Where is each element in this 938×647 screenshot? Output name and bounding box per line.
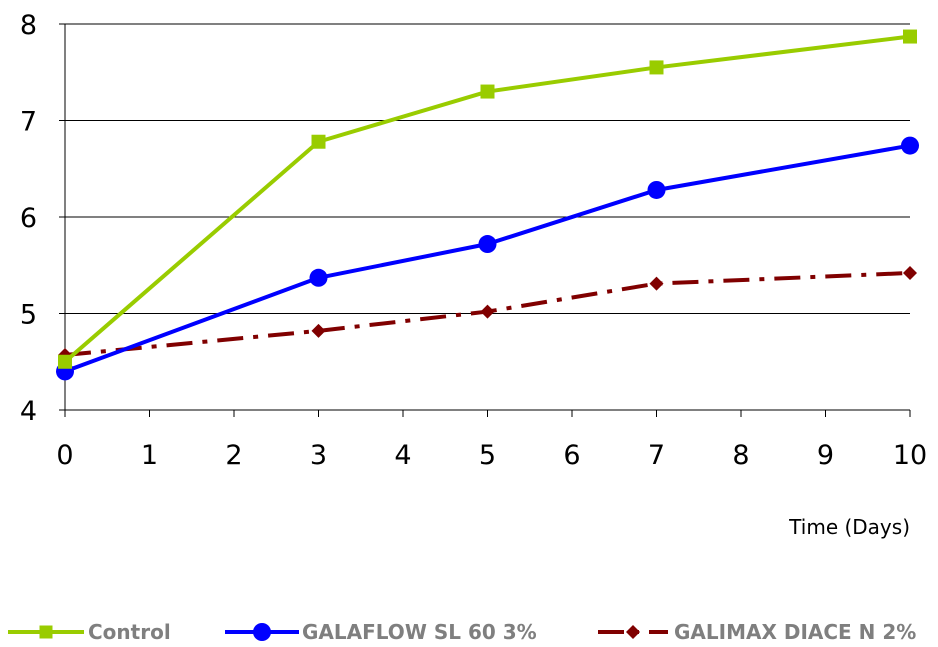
circle-marker [647,180,666,199]
series-layer [56,29,919,381]
circle-marker [901,136,919,155]
square-marker [58,354,72,369]
legend: Control GALAFLOW SL 60 3% GALIMAX DIACE N … [8,620,916,644]
legend-item: Control [8,620,171,644]
axes: 4 5 6 7 8 0 1 2 3 4 5 6 7 8 9 10 [20,10,927,471]
legend-label: Control [88,620,171,644]
legend-item: GALIMAX DIACE N 2% [598,620,916,644]
legend-label: GALIMAX DIACE N 2% [674,620,916,644]
x-tick-label: 1 [141,440,158,471]
diamond-marker [480,304,495,319]
square-marker [903,29,917,44]
series-line [64,143,911,374]
diamond-marker [626,625,640,639]
y-tick-label: 4 [20,396,37,427]
x-tick-label: 4 [394,440,411,471]
series-0 [58,29,917,369]
diamond-marker [649,276,664,291]
circle-marker [478,235,497,254]
square-marker [311,134,326,149]
y-tick-label: 5 [20,300,37,331]
series-1 [56,136,919,381]
x-tick-label: 9 [817,440,834,471]
circle-marker [309,268,328,287]
square-marker [39,625,53,639]
diamond-marker [311,323,326,338]
circle-marker [253,623,271,641]
x-tick-label: 8 [732,440,749,471]
legend-label: GALAFLOW SL 60 3% [302,620,537,644]
x-tick-label: 2 [225,440,242,471]
x-tick-label: 3 [310,440,327,471]
square-marker [480,84,495,99]
x-axis-title: Time (Days) [788,515,910,539]
diamond-marker [903,265,917,280]
legend-item: GALAFLOW SL 60 3% [225,620,537,644]
y-tick-label: 8 [20,10,37,41]
y-tick-label: 7 [20,107,37,138]
x-tick-label: 7 [648,440,665,471]
square-marker [649,60,664,75]
y-tick-label: 6 [20,203,37,234]
x-tick-label: 10 [893,440,927,471]
x-tick-label: 6 [563,440,580,471]
x-tick-label: 5 [479,440,496,471]
x-tick-label: 0 [56,440,73,471]
